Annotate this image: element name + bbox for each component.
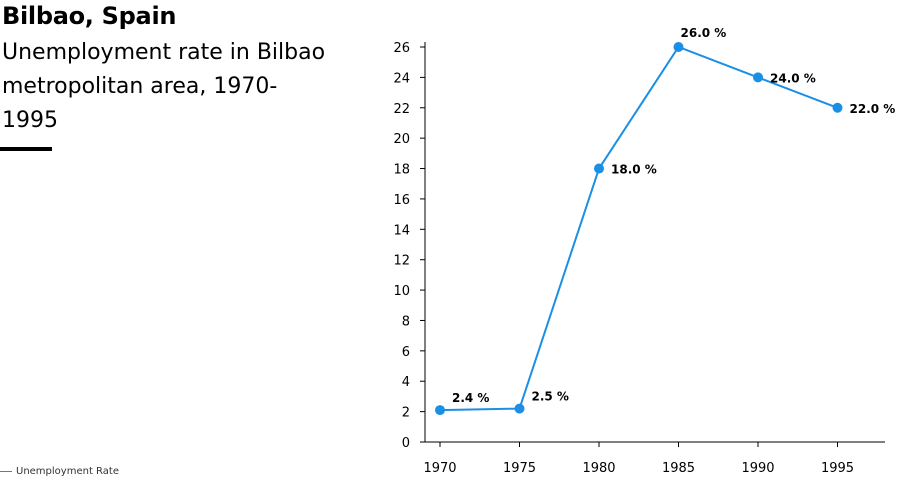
data-point: [435, 405, 445, 416]
data-label: 18.0 %: [611, 163, 657, 177]
legend-label: Unemployment Rate: [16, 466, 119, 477]
y-tick-label: 0: [402, 436, 410, 451]
x-tick-label: 1970: [423, 461, 456, 476]
legend-swatch: [0, 471, 12, 472]
x-axis-ticks: 1970 1975 1980 1985 1990 1995: [423, 442, 854, 476]
data-point: [832, 102, 843, 113]
data-point: [673, 42, 684, 52]
y-tick-label: 16: [393, 193, 410, 208]
x-tick-label: 1990: [741, 461, 774, 476]
y-tick-label: 8: [402, 314, 410, 329]
data-point: [514, 403, 525, 414]
x-tick-label: 1985: [662, 461, 695, 476]
chart-subtitle: Unemployment rate in Bilbao metropolitan…: [2, 40, 326, 133]
y-tick-label: 6: [402, 345, 410, 360]
y-tick-label: 20: [393, 132, 410, 147]
y-tick-label: 2: [402, 406, 410, 421]
data-label: 2.5 %: [532, 390, 569, 404]
series-layer: 2.4 % 2.5 % 18.0 % 26.0 % 24.0 % 22.0 %: [435, 26, 896, 416]
data-label: 22.0 %: [850, 102, 896, 116]
legend: Unemployment Rate: [0, 466, 119, 477]
y-tick-label: 12: [393, 254, 410, 269]
y-tick-label: 22: [393, 102, 410, 117]
y-tick-label: 18: [393, 163, 410, 178]
series-line: [439, 45, 838, 412]
y-tick-label: 4: [402, 375, 410, 390]
data-label: 2.4 %: [452, 391, 489, 405]
chart-title: Bilbao, Spain: [2, 2, 177, 30]
x-tick-label: 1980: [582, 461, 615, 476]
data-label: 24.0 %: [770, 71, 816, 85]
data-point: [753, 72, 763, 83]
x-tick-label: 1975: [503, 461, 536, 476]
chart-axes: [424, 42, 885, 443]
y-tick-label: 26: [393, 41, 410, 56]
x-tick-label: 1995: [821, 461, 854, 476]
data-label: 26.0 %: [681, 26, 727, 40]
y-tick-label: 24: [393, 71, 410, 86]
y-tick-label: 10: [393, 284, 410, 299]
data-point: [594, 163, 604, 174]
title-divider: [0, 147, 52, 151]
y-tick-label: 14: [393, 223, 410, 238]
